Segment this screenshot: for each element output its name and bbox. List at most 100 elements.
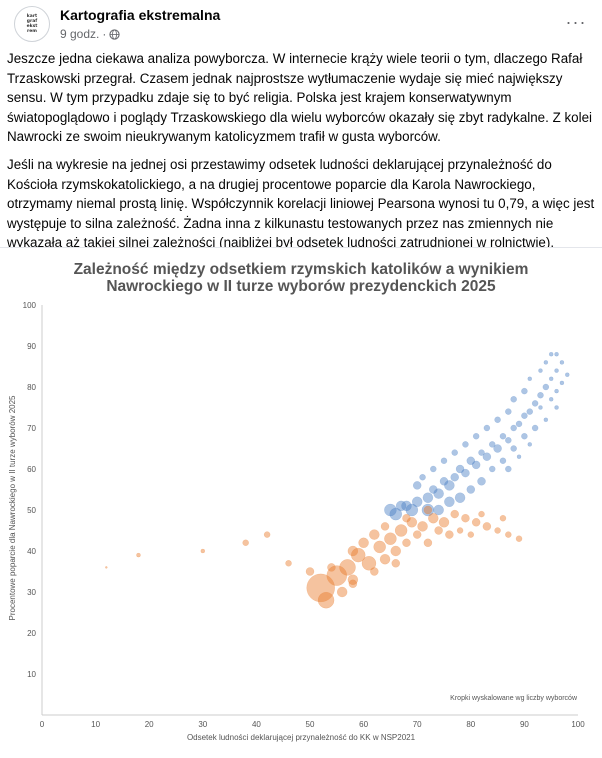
y-axis-label: Procentowe poparcie dla Nawrockiego w II…: [8, 395, 17, 621]
point-nawrocki: [471, 460, 481, 470]
point-nawrocki: [505, 437, 512, 444]
point-nawrocki: [499, 457, 507, 465]
point-trzaskowski: [348, 579, 358, 589]
point-nawrocki: [433, 504, 444, 516]
point-nawrocki: [494, 416, 501, 424]
point-nawrocki: [466, 485, 476, 494]
point-nawrocki: [451, 449, 458, 456]
point-nawrocki: [521, 387, 528, 395]
x-tick-label: 70: [413, 720, 422, 729]
point-nawrocki: [419, 473, 426, 481]
point-trzaskowski: [499, 514, 507, 522]
point-trzaskowski: [361, 556, 377, 571]
point-nawrocki: [531, 400, 539, 407]
point-nawrocki: [430, 465, 437, 473]
point-trzaskowski: [478, 510, 485, 518]
y-tick-label: 40: [27, 547, 36, 556]
point-nawrocki: [559, 380, 565, 386]
point-nawrocki: [554, 388, 559, 394]
y-tick-label: 30: [27, 588, 36, 597]
point-trzaskowski: [494, 527, 501, 534]
point-trzaskowski: [326, 565, 348, 586]
point-nawrocki: [548, 376, 554, 382]
point-nawrocki: [554, 405, 559, 410]
point-trzaskowski: [370, 567, 379, 576]
post-timestamp[interactable]: 9 godz.: [60, 27, 100, 41]
more-options-icon: ···: [565, 12, 587, 32]
point-nawrocki: [440, 457, 448, 465]
point-trzaskowski: [358, 537, 369, 549]
point-nawrocki: [482, 452, 492, 461]
point-nawrocki: [455, 464, 465, 474]
x-tick-label: 40: [252, 720, 261, 729]
point-nawrocki: [543, 360, 549, 365]
avatar-logo-text: kart graf ekst rem: [26, 14, 38, 34]
point-nawrocki: [477, 477, 486, 486]
point-nawrocki: [526, 408, 534, 415]
point-trzaskowski: [505, 531, 512, 538]
point-trzaskowski: [423, 538, 433, 548]
post-paragraph-1: Jeszcze jedna ciekawa analiza powyborcza…: [7, 51, 593, 145]
point-nawrocki: [444, 496, 455, 508]
point-nawrocki: [499, 432, 507, 440]
x-tick-label: 90: [520, 720, 529, 729]
y-tick-label: 20: [27, 629, 36, 638]
page-avatar[interactable]: kart graf ekst rem: [14, 6, 50, 42]
point-trzaskowski: [461, 513, 470, 523]
point-nawrocki: [515, 420, 523, 428]
x-tick-label: 60: [359, 720, 368, 729]
y-tick-label: 10: [27, 670, 36, 679]
point-nawrocki: [439, 477, 449, 486]
globe-icon[interactable]: [109, 28, 121, 40]
point-trzaskowski: [391, 559, 401, 568]
point-trzaskowski: [200, 548, 206, 554]
point-nawrocki: [401, 500, 412, 512]
point-trzaskowski: [417, 521, 428, 532]
point-nawrocki: [421, 503, 435, 517]
y-tick-label: 90: [27, 342, 36, 351]
point-nawrocki: [493, 444, 502, 453]
chart-image[interactable]: Zależność między odsetkiem rzymskich kat…: [0, 247, 602, 753]
page-name-link[interactable]: Kartografia ekstremalna: [60, 7, 221, 23]
point-trzaskowski: [394, 524, 408, 537]
point-trzaskowski: [406, 517, 418, 528]
point-trzaskowski: [285, 560, 292, 567]
point-nawrocki: [450, 472, 459, 482]
point-nawrocki: [488, 441, 496, 448]
point-trzaskowski: [339, 559, 356, 576]
point-trzaskowski: [327, 563, 336, 572]
chart-annotation: Kropki wyskalowane wg liczby wyborców: [450, 695, 578, 702]
point-nawrocki: [542, 383, 550, 391]
x-tick-label: 50: [306, 720, 315, 729]
point-nawrocki: [466, 456, 476, 466]
point-trzaskowski: [434, 526, 443, 535]
y-tick-label: 60: [27, 465, 36, 474]
point-trzaskowski: [467, 531, 475, 538]
x-tick-label: 10: [91, 720, 100, 729]
post-paragraph-2: Jeśli na wykresie na jednej osi przestaw…: [7, 156, 595, 251]
point-trzaskowski: [438, 517, 450, 528]
point-nawrocki: [444, 480, 455, 491]
point-trzaskowski: [336, 586, 348, 598]
point-nawrocki: [411, 496, 423, 508]
more-options-button[interactable]: ···: [562, 10, 590, 34]
point-trzaskowski: [412, 530, 422, 539]
post-header: kart graf ekst rem Kartografia ekstremal…: [0, 0, 602, 46]
point-nawrocki: [505, 465, 512, 473]
point-nawrocki: [527, 442, 533, 447]
point-trzaskowski: [423, 505, 433, 515]
point-nawrocki: [510, 445, 517, 452]
post-meta: 9 godz. ·: [60, 27, 121, 41]
x-tick-label: 0: [40, 720, 45, 729]
point-trzaskowski: [350, 547, 366, 563]
point-trzaskowski: [456, 527, 464, 534]
point-trzaskowski: [402, 513, 411, 523]
point-nawrocki: [559, 360, 565, 365]
point-nawrocki: [461, 468, 470, 478]
point-nawrocki: [554, 368, 559, 373]
scatter-chart: Zależność między odsetkiem rzymskich kat…: [8, 261, 585, 742]
point-trzaskowski: [373, 540, 386, 554]
point-trzaskowski: [305, 567, 315, 576]
x-axis-label: Odsetek ludności deklarującej przynależn…: [187, 733, 416, 742]
